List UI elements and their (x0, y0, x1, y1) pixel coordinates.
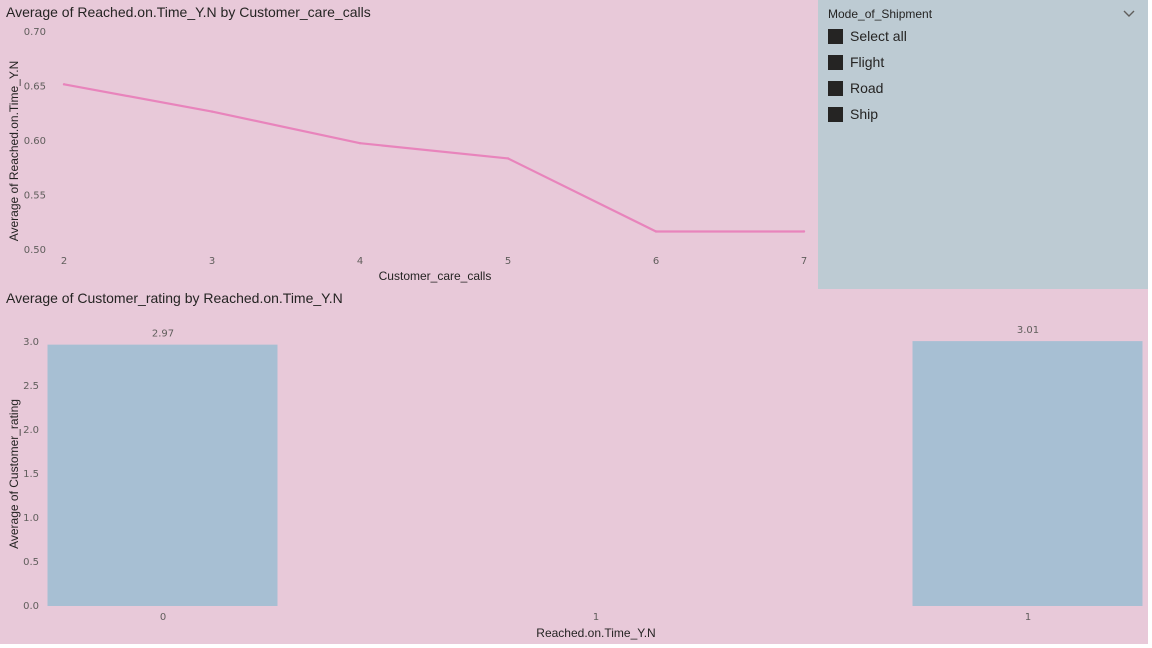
data-point[interactable] (358, 141, 362, 145)
x-tick-label: 4 (357, 256, 363, 267)
y-tick-label: 2.5 (23, 381, 39, 392)
slicer-item-label: Select all (850, 28, 907, 44)
checkbox-checked-icon[interactable] (828, 80, 843, 96)
checkbox-checked-icon[interactable] (828, 106, 843, 122)
x-axis-title: Customer_care_calls (379, 269, 492, 283)
y-tick-label: 0.55 (24, 191, 46, 202)
chevron-down-icon[interactable] (1122, 6, 1136, 20)
x-tick-label: 2 (61, 256, 67, 267)
line-chart-title: Average of Reached.on.Time_Y.N by Custom… (6, 4, 371, 20)
slicer-item-label: Road (850, 80, 884, 96)
slicer-item-label: Ship (850, 106, 879, 122)
y-tick-label: 1.5 (23, 469, 39, 480)
y-tick-label: 0.50 (24, 245, 46, 256)
data-point[interactable] (62, 83, 66, 86)
y-tick-label: 0.70 (24, 27, 46, 38)
x-tick-label: 7 (801, 256, 807, 267)
x-tick-label: 5 (505, 256, 511, 267)
y-axis-title: Average of Reached.on.Time_Y.N (7, 61, 21, 242)
checkbox-checked-icon[interactable] (828, 28, 843, 44)
y-axis-title: Average of Customer_rating (7, 399, 21, 549)
x-axis-title: Reached.on.Time_Y.N (536, 626, 655, 640)
slicer-item-select-all[interactable]: Select all (828, 26, 907, 46)
bar-chart[interactable]: 3.0 2.5 2.0 1.5 1.0 0.5 0.0 2.97 0 1 3.01 1 Reached.… (0, 316, 1148, 644)
data-point[interactable] (654, 230, 658, 233)
y-tick-label: 0.5 (23, 557, 39, 568)
bar[interactable] (912, 341, 1143, 606)
y-tick-label: 0.60 (24, 136, 46, 147)
slicer-item-flight[interactable]: Flight (828, 52, 884, 72)
checkbox-checked-icon[interactable] (828, 54, 843, 70)
slicer-item-ship[interactable]: Ship (828, 104, 878, 124)
bar[interactable] (47, 344, 278, 606)
line-chart[interactable]: 0.70 0.65 0.60 0.55 0.50 2 3 4 5 6 7 Customer_care_… (0, 22, 815, 288)
x-tick-label: 0 (160, 612, 166, 623)
series-line[interactable] (63, 83, 804, 233)
x-tick-label: 3 (209, 256, 215, 267)
slicer-header: Mode_of_Shipment (828, 7, 933, 21)
y-tick-label: 2.0 (23, 425, 39, 436)
x-tick-label: 1 (593, 612, 599, 623)
y-tick-label: 3.0 (23, 337, 39, 348)
slicer-item-road[interactable]: Road (828, 78, 883, 98)
x-tick-label: 6 (653, 256, 659, 267)
y-tick-label: 1.0 (23, 513, 39, 524)
bar-chart-title: Average of Customer_rating by Reached.on… (6, 290, 343, 306)
data-point[interactable] (802, 230, 806, 233)
data-point[interactable] (506, 157, 510, 160)
mode-of-shipment-slicer[interactable]: Mode_of_Shipment Select all Flight Road … (818, 0, 1148, 289)
data-label: 3.01 (1017, 325, 1039, 336)
x-tick-label: 1 (1025, 612, 1031, 623)
slicer-item-label: Flight (850, 54, 885, 70)
data-label: 2.97 (152, 329, 174, 340)
y-tick-label: 0.0 (23, 601, 39, 612)
data-point[interactable] (210, 110, 214, 113)
y-tick-label: 0.65 (24, 82, 46, 93)
